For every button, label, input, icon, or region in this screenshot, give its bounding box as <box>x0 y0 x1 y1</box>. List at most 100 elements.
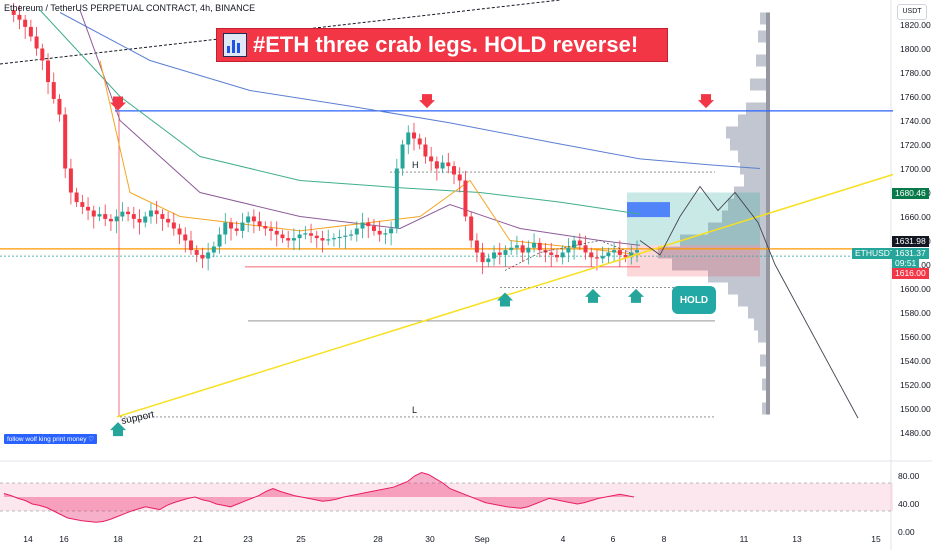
time-tick: Sep <box>474 534 490 544</box>
candle <box>417 138 422 145</box>
candle <box>188 240 193 251</box>
candle <box>80 202 85 207</box>
h-label: H <box>412 160 419 170</box>
candle <box>240 222 245 231</box>
profile-bar <box>756 54 768 67</box>
candle <box>223 222 228 235</box>
candle <box>263 226 268 229</box>
profile-bar <box>728 198 768 211</box>
hold-callout: HOLD <box>672 286 716 314</box>
candle <box>411 132 416 139</box>
profile-bar <box>760 12 768 25</box>
profile-bar <box>746 102 768 115</box>
candle <box>97 214 102 217</box>
rsi-tick: 80.00 <box>898 471 920 481</box>
candle <box>497 252 502 255</box>
currency-button[interactable]: USDT <box>897 4 927 20</box>
candle <box>366 222 371 227</box>
candle <box>371 226 376 231</box>
candle <box>612 250 617 253</box>
rsi-tick: 40.00 <box>898 499 920 509</box>
candle <box>303 233 308 235</box>
candle <box>217 234 222 247</box>
candle <box>400 144 405 169</box>
time-tick: 4 <box>560 534 566 544</box>
candle <box>583 245 588 253</box>
candle <box>572 240 577 248</box>
candle <box>337 236 342 239</box>
time-tick: 15 <box>871 534 881 544</box>
author-note: follow wolf king print money ♡ <box>4 434 98 444</box>
profile-bar <box>730 138 768 151</box>
candle <box>452 166 457 175</box>
candle <box>463 180 468 217</box>
candle <box>148 210 153 217</box>
price-tick: 1480.00 <box>900 427 931 438</box>
candle <box>234 228 239 231</box>
ma-100 <box>39 9 641 215</box>
candle <box>297 234 302 239</box>
candle <box>246 216 251 223</box>
candle <box>269 228 274 231</box>
zones <box>627 192 760 277</box>
candle <box>326 239 331 241</box>
time-tick: 6 <box>610 534 616 544</box>
candle <box>103 214 108 219</box>
candle <box>280 234 285 239</box>
candle <box>46 60 51 83</box>
candle <box>389 228 394 234</box>
price-tick: 1800.00 <box>900 43 931 54</box>
entry-zone <box>627 202 670 218</box>
candle <box>286 238 291 241</box>
price-tick: 1580.00 <box>900 307 931 318</box>
price-tick: 1700.00 <box>900 163 931 174</box>
candle <box>343 235 348 237</box>
candle <box>137 218 142 223</box>
candle <box>166 218 171 223</box>
profile-bar <box>758 330 768 343</box>
candle <box>532 242 537 248</box>
stop-price-pill: 1616.00 <box>892 268 929 279</box>
candle <box>629 252 634 258</box>
price-tick: 1500.00 <box>900 403 931 414</box>
candle <box>617 250 622 255</box>
candle <box>206 252 211 259</box>
buy-arrow <box>497 292 513 307</box>
target-price-pill: 1680.46 <box>892 188 929 199</box>
rsi-pane <box>0 471 893 523</box>
candle <box>514 245 519 248</box>
ma-20 <box>99 60 641 256</box>
buy-arrow <box>110 422 126 437</box>
candle <box>183 234 188 241</box>
candle <box>91 210 96 217</box>
time-tick: 30 <box>425 534 435 544</box>
candle <box>423 144 428 157</box>
candle <box>274 230 279 235</box>
profile-bar <box>708 270 768 283</box>
candle <box>291 238 296 241</box>
profile-bar <box>708 222 768 235</box>
l-label: L <box>412 405 417 415</box>
time-tick: 28 <box>373 534 383 544</box>
candle <box>537 242 542 251</box>
candle <box>314 235 319 239</box>
candle <box>120 211 125 217</box>
profile-bar <box>734 186 768 199</box>
profile-bar <box>672 258 768 271</box>
candle <box>57 98 62 115</box>
candle <box>589 252 594 258</box>
candle <box>74 192 79 203</box>
candle <box>194 250 199 255</box>
candle <box>549 252 554 255</box>
wedge-upper <box>504 240 631 271</box>
candle <box>211 246 216 253</box>
profile-bar <box>658 246 768 259</box>
horizontal-levels <box>0 0 893 418</box>
candle <box>320 238 325 241</box>
time-tick: 16 <box>59 534 69 544</box>
candle <box>200 254 205 259</box>
profile-bar <box>722 210 768 223</box>
candle <box>503 250 508 255</box>
chart-header-title: Ethereum / TetherUS PERPETUAL CONTRACT, … <box>4 3 256 13</box>
